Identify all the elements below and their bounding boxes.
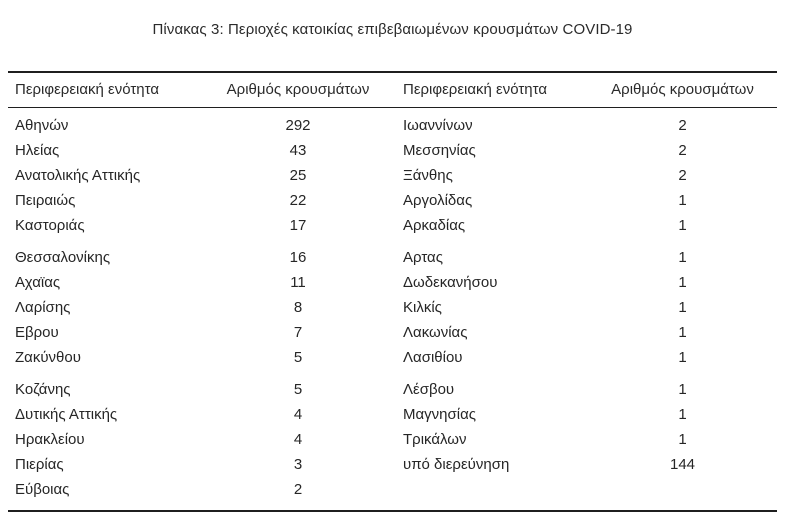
count-cell: 2 [678,167,687,184]
table-row: Αχαϊας 11 Δωδεκανήσου 1 [8,270,777,295]
region-cell: Λακωνίας [403,324,468,341]
table-row: Πειραιώς 22 Αργολίδας 1 [8,188,777,213]
count-cell: 5 [293,349,303,366]
table-row: Καστοριάς 17 Αρκαδίας 1 [8,213,777,238]
column-header-left-region: Περιφερειακή ενότητα [15,81,160,98]
table-row: Πιερίας 3 υπό διερεύνηση 144 [8,452,777,477]
table-row: Λαρίσης 8 Κιλκίς 1 [8,295,777,320]
column-header-left-count: Αριθμός κρουσμάτων [226,81,370,98]
count-cell: 43 [289,142,307,159]
count-cell: 2 [678,142,687,159]
region-cell: Αργολίδας [403,192,473,209]
column-header-right-region: Περιφερειακή ενότητα [403,81,548,98]
region-cell: υπό διερεύνηση [403,456,510,473]
count-cell: 1 [678,217,687,234]
table-row: Δυτικής Αττικής 4 Μαγνησίας 1 [8,402,777,427]
region-cell: Πειραιώς [15,192,76,209]
table-header-row: Περιφερειακή ενότητα Αριθμός κρουσμάτων … [8,73,777,108]
count-cell: 1 [678,406,687,423]
region-cell: Καστοριάς [15,217,85,234]
region-cell: Πιερίας [15,456,64,473]
region-cell: Δωδεκανήσου [403,274,498,291]
region-cell: Ξάνθης [403,167,453,184]
region-cell: Εύβοιας [15,481,70,498]
table-row: Εβρου 7 Λακωνίας 1 [8,320,777,345]
region-cell: Ιωαννίνων [403,117,473,134]
region-cell: Κιλκίς [403,299,442,316]
region-cell: Δυτικής Αττικής [15,406,118,423]
count-cell: 1 [678,299,687,316]
table-row: Ανατολικής Αττικής 25 Ξάνθης 2 [8,163,777,188]
count-cell: 7 [293,324,303,341]
region-cell: Αθηνών [15,117,69,134]
count-cell: 4 [293,431,303,448]
count-cell: 5 [293,381,303,398]
table-row: Κοζάνης 5 Λέσβου 1 [8,377,777,402]
region-cell: Λασιθίου [403,349,463,366]
count-cell: 17 [289,217,307,234]
table-row: Ζακύνθου 5 Λασιθίου 1 [8,345,777,370]
count-cell: 4 [293,406,303,423]
region-cell: Ζακύνθου [15,349,81,366]
region-cell: Αρκαδίας [403,217,466,234]
count-cell: 25 [289,167,307,184]
region-cell: Ηλείας [15,142,60,159]
region-cell: Ανατολικής Αττικής [15,167,141,184]
table-row: Θεσσαλονίκης 16 Αρτας 1 [8,245,777,270]
region-cell: Μαγνησίας [403,406,477,423]
count-cell: 1 [678,192,687,209]
region-cell: Λέσβου [403,381,455,398]
table-row: Ηλείας 43 Μεσσηνίας 2 [8,138,777,163]
count-cell: 1 [678,249,687,266]
covid-regions-table: Περιφερειακή ενότητα Αριθμός κρουσμάτων … [8,71,777,512]
table-row: Ηρακλείου 4 Τρικάλων 1 [8,427,777,452]
count-cell: 1 [678,349,687,366]
count-cell: 22 [289,192,307,209]
table-row: Εύβοιας 2 [8,477,777,502]
region-cell: Λαρίσης [15,299,71,316]
region-cell: Αχαϊας [15,274,61,291]
table-title: Πίνακας 3: Περιοχές κατοικίας επιβεβαιωμ… [152,21,633,38]
region-cell: Αρτας [403,249,443,266]
count-cell: 144 [669,456,696,473]
count-cell: 3 [293,456,303,473]
count-cell: 11 [290,274,306,291]
count-cell: 2 [678,117,687,134]
column-header-right-count: Αριθμός κρουσμάτων [611,81,754,98]
table-body: Αθηνών 292 Ιωαννίνων 2 Ηλείας 43 Μεσσηνί… [8,108,777,510]
region-cell: Θεσσαλονίκης [15,249,111,266]
count-cell: 292 [285,117,311,134]
table-row: Αθηνών 292 Ιωαννίνων 2 [8,113,777,138]
count-cell: 1 [678,431,687,448]
region-cell: Τρικάλων [403,431,467,448]
count-cell: 1 [678,274,687,291]
count-cell: 2 [293,481,303,498]
region-cell: Μεσσηνίας [403,142,476,159]
region-cell: Ηρακλείου [15,431,85,448]
count-cell: 1 [678,324,687,341]
count-cell: 16 [289,249,307,266]
count-cell: 1 [678,381,687,398]
region-cell: Εβρου [15,324,59,341]
count-cell: 8 [293,299,303,316]
region-cell: Κοζάνης [15,381,71,398]
